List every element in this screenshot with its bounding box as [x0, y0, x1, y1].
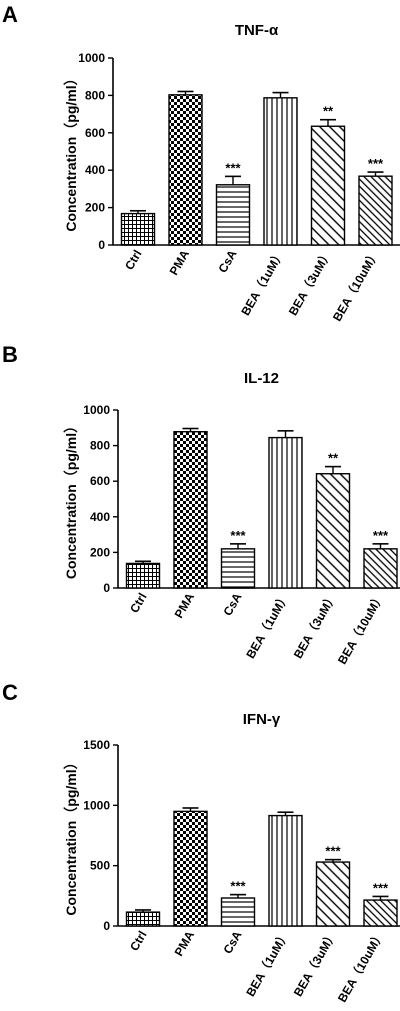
significance-label: **: [323, 104, 334, 119]
bar-4: [310, 125, 346, 246]
bar-0: [125, 562, 161, 589]
bar-5: [358, 175, 393, 246]
bar-3: [268, 436, 303, 589]
significance-label: ***: [373, 880, 389, 895]
significance-label: ***: [368, 156, 384, 171]
y-tick-label: 0: [103, 581, 110, 595]
panel-letter: B: [2, 342, 18, 367]
bar-2: [220, 897, 256, 927]
y-tick-label: 1000: [83, 403, 110, 417]
bar-0: [120, 212, 156, 246]
x-tick-label: PMA: [172, 928, 198, 958]
y-tick-label: 1000: [83, 798, 110, 812]
x-tick-label: PMA: [172, 590, 198, 620]
x-tick-label: BEA（1uM）: [242, 928, 292, 999]
bar-2: [220, 548, 256, 589]
y-tick-label: 800: [90, 439, 110, 453]
bar-4: [315, 861, 351, 927]
significance-label: ***: [225, 160, 241, 175]
y-axis-label: Concentration（pg/ml）: [63, 71, 79, 231]
x-tick-label: BEA（10uM）: [329, 247, 382, 324]
bar-1: [173, 810, 208, 927]
chart-title: IFN-γ: [243, 711, 281, 728]
chart-panel-a: A TNF-α Concentration（pg/ml） 0 200 400 600 800 1…: [2, 2, 400, 324]
x-tick-label: BEA（10uM）: [334, 590, 387, 667]
bar-4: [315, 473, 351, 589]
x-tick-label: PMA: [167, 247, 193, 277]
y-tick-label: 400: [85, 163, 105, 177]
bar-5: [363, 548, 398, 589]
y-axis-label: Concentration（pg/ml）: [63, 419, 79, 579]
y-tick-label: 800: [85, 88, 105, 102]
panel-letter: C: [2, 680, 18, 705]
y-tick-label: 400: [90, 510, 110, 524]
x-tick-label: CsA: [220, 928, 244, 956]
bar-5: [363, 899, 398, 927]
significance-label: ***: [230, 879, 246, 894]
y-tick-label: 1000: [78, 51, 105, 65]
x-tick-label: Ctrl: [127, 591, 149, 616]
y-tick-label: 600: [85, 126, 105, 140]
panel-letter: A: [2, 2, 18, 27]
bar-1: [173, 431, 208, 589]
x-tick-label: BEA（3uM）: [290, 590, 340, 661]
x-tick-label: BEA（1uM）: [242, 590, 292, 661]
x-tick-label: BEA（3uM）: [285, 247, 335, 318]
y-tick-label: 500: [90, 859, 110, 873]
significance-label: **: [328, 451, 339, 466]
chart-title: IL-12: [244, 370, 279, 387]
bar-2: [215, 184, 251, 246]
y-tick-label: 0: [103, 919, 110, 933]
bar-3: [263, 97, 298, 246]
y-tick-label: 600: [90, 474, 110, 488]
x-tick-label: CsA: [215, 247, 239, 275]
y-tick-label: 0: [98, 238, 105, 252]
significance-label: ***: [373, 528, 389, 543]
bar-3: [268, 814, 303, 927]
x-tick-label: BEA（1uM）: [237, 247, 287, 318]
significance-label: ***: [325, 844, 341, 859]
y-axis-label: Concentration（pg/ml）: [63, 755, 79, 915]
x-tick-label: CsA: [220, 590, 244, 618]
chart-panel-c: C IFN-γ Concentration（pg/ml） 0 500 1000 1500 Ct…: [2, 680, 400, 1005]
y-tick-label: 200: [90, 545, 110, 559]
x-tick-label: BEA（3uM）: [290, 928, 340, 999]
x-tick-label: BEA（10uM）: [334, 928, 387, 1005]
x-tick-label: Ctrl: [127, 929, 149, 954]
bar-1: [168, 94, 203, 246]
x-tick-label: Ctrl: [122, 248, 144, 273]
bar-0: [125, 911, 161, 927]
y-tick-label: 200: [85, 201, 105, 215]
y-tick-label: 1500: [83, 738, 110, 752]
chart-panel-b: B IL-12 Concentration（pg/ml） 0 200 400 600 800 1…: [2, 342, 400, 667]
chart-title: TNF-α: [235, 22, 279, 39]
significance-label: ***: [230, 528, 246, 543]
